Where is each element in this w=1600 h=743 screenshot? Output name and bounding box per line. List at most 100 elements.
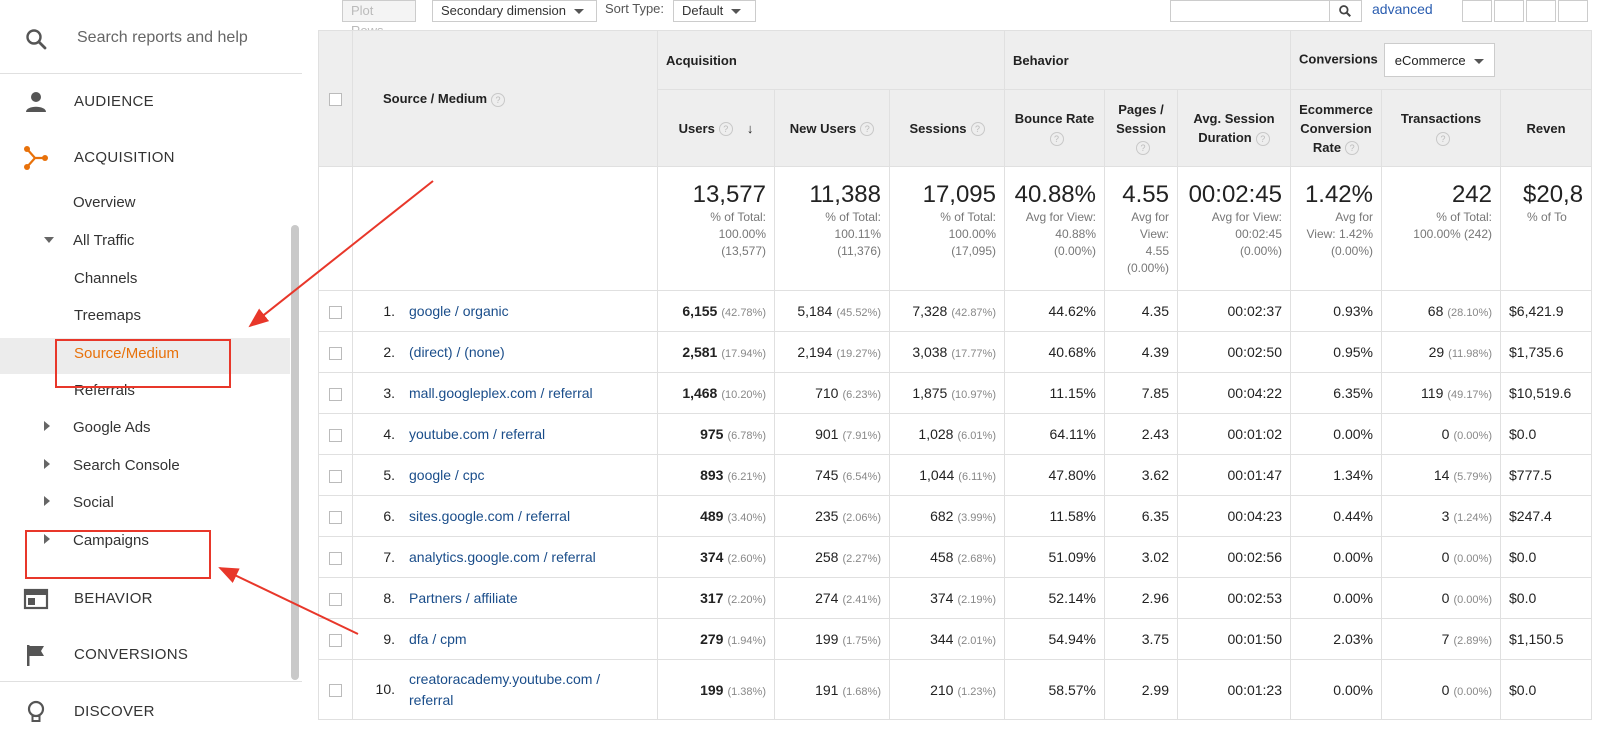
help-icon[interactable]: ? xyxy=(1049,131,1064,146)
source-medium-link[interactable]: analytics.google.com / referral xyxy=(409,549,596,565)
sort-desc-icon[interactable]: ↓ xyxy=(746,120,754,136)
help-icon[interactable]: ? xyxy=(970,122,985,137)
new-users-value: 258 xyxy=(815,549,839,565)
table-row[interactable]: 2. (direct) / (none) 2,581 (17.94%) 2,194 (19… xyxy=(318,331,1593,373)
help-icon[interactable]: ? xyxy=(718,122,733,137)
source-medium-link[interactable]: Partners / affiliate xyxy=(409,590,518,606)
annotation-box-campaigns xyxy=(25,530,211,579)
help-icon[interactable]: ? xyxy=(1136,141,1150,156)
source-medium-link[interactable]: youtube.com / referral xyxy=(409,426,546,442)
users-value: 1,468 xyxy=(682,385,718,401)
dimension-header[interactable]: Source / Medium? xyxy=(352,30,658,167)
sort-type-dropdown[interactable]: Default xyxy=(673,0,756,22)
nav-behavior[interactable]: BEHAVIOR xyxy=(0,570,302,626)
row-checkbox[interactable] xyxy=(329,592,342,606)
secondary-dimension-dropdown[interactable]: Secondary dimension xyxy=(432,0,597,22)
conversions-select[interactable]: eCommerce xyxy=(1383,43,1495,77)
source-medium-link[interactable]: google / cpc xyxy=(409,467,485,483)
row-checkbox[interactable] xyxy=(329,469,342,483)
table-view-icon[interactable] xyxy=(1462,0,1492,22)
total-caption: (0.00%) xyxy=(1239,244,1282,258)
help-icon[interactable]: ? xyxy=(860,122,875,137)
nav-google-ads[interactable]: Google Ads xyxy=(73,419,151,436)
col-sessions[interactable]: Sessions? xyxy=(889,89,1005,167)
sessions-pct: (42.87%) xyxy=(951,307,996,319)
row-checkbox[interactable] xyxy=(329,551,342,565)
source-medium-link[interactable]: mall.googleplex.com / referral xyxy=(409,385,593,401)
col-bounce-rate[interactable]: Bounce Rate? xyxy=(1004,89,1105,167)
col-new-users[interactable]: New Users? xyxy=(774,89,890,167)
nav-channels[interactable]: Channels xyxy=(74,270,138,287)
bar-view-icon[interactable] xyxy=(1526,0,1556,22)
nav-social[interactable]: Social xyxy=(73,494,114,511)
sessions-pct: (6.01%) xyxy=(957,430,996,442)
caret-right-icon[interactable] xyxy=(44,459,50,469)
nav-discover[interactable]: DISCOVER xyxy=(0,683,302,739)
advanced-link[interactable]: advanced xyxy=(1372,1,1433,17)
comparison-view-icon[interactable] xyxy=(1558,0,1588,22)
table-row[interactable]: 5. google / cpc 893 (6.21%) 745 (6.54%) 1,044(… xyxy=(318,454,1593,496)
nav-search-console[interactable]: Search Console xyxy=(73,457,180,474)
table-row[interactable]: 9. dfa / cpm 279 (1.94%) 199 (1.75%) 344 (2.01%… xyxy=(318,618,1593,660)
col-revenue[interactable]: Reven xyxy=(1499,89,1593,167)
total-caption: % of Total: xyxy=(825,210,881,224)
row-checkbox[interactable] xyxy=(329,428,342,442)
col-avg-session-duration-label: Avg. Session Duration xyxy=(1193,111,1275,145)
caret-right-icon[interactable] xyxy=(44,534,50,544)
table-row[interactable]: 10. creatoracademy.youtube.com / referral… xyxy=(318,659,1593,720)
source-medium-link[interactable]: creatoracademy.youtube.com / referral xyxy=(409,670,601,708)
nav-overview[interactable]: Overview xyxy=(73,194,136,211)
new-users-pct: (2.41%) xyxy=(842,594,881,606)
row-checkbox[interactable] xyxy=(329,305,342,319)
nav-conversions[interactable]: CONVERSIONS xyxy=(0,626,302,682)
col-users[interactable]: Users? ↓ xyxy=(657,89,775,167)
source-medium-link[interactable]: dfa / cpm xyxy=(409,631,467,647)
table-row[interactable]: 4. youtube.com / referral 975 (6.78%) 901 (7.… xyxy=(318,413,1593,455)
select-all-checkbox[interactable] xyxy=(329,93,342,107)
help-icon[interactable]: ? xyxy=(1345,141,1360,156)
caret-right-icon[interactable] xyxy=(44,496,50,506)
help-icon[interactable]: ? xyxy=(491,92,506,107)
nav-source-medium[interactable]: Source/Medium xyxy=(74,345,180,362)
col-transactions[interactable]: Transactions? xyxy=(1381,89,1501,167)
filter-search-button[interactable] xyxy=(1329,0,1362,22)
table-body: 1. google / organic 6,155 (42.78%) 5,184 (45.… xyxy=(318,290,1593,720)
row-checkbox[interactable] xyxy=(329,387,342,401)
sidebar-scrollbar[interactable] xyxy=(291,225,299,680)
caret-right-icon[interactable] xyxy=(44,421,50,431)
person-icon xyxy=(26,92,46,112)
row-checkbox[interactable] xyxy=(329,684,342,698)
row-index: 1. xyxy=(383,303,395,319)
help-icon[interactable]: ? xyxy=(1255,131,1270,146)
plot-rows-button[interactable]: Plot Rows xyxy=(342,0,416,38)
table-row[interactable]: 6. sites.google.com / referral 489 (3.40%) 2… xyxy=(318,495,1593,537)
col-pages-session[interactable]: Pages / Session? xyxy=(1104,89,1178,167)
pie-view-icon[interactable] xyxy=(1494,0,1524,22)
help-icon[interactable]: ? xyxy=(1436,131,1450,146)
nav-discover-label: DISCOVER xyxy=(74,703,155,720)
nav-audience[interactable]: AUDIENCE xyxy=(0,73,302,129)
source-medium-link[interactable]: sites.google.com / referral xyxy=(409,508,571,524)
table-row[interactable]: 7. analytics.google.com / referral 374 (2.6… xyxy=(318,536,1593,578)
search-bar[interactable]: Search reports and help xyxy=(0,0,302,74)
table-row[interactable]: 8. Partners / affiliate 317 (2.20%) 274 (2.41… xyxy=(318,577,1593,619)
nav-all-traffic[interactable]: All Traffic xyxy=(73,232,135,249)
active-row-highlight xyxy=(0,338,290,374)
source-medium-link[interactable]: google / organic xyxy=(409,303,509,319)
source-medium-link[interactable]: (direct) / (none) xyxy=(409,344,505,360)
revenue-cell: $1,735.6 xyxy=(1499,331,1593,373)
table-row[interactable]: 1. google / organic 6,155 (42.78%) 5,184 (45.… xyxy=(318,290,1593,332)
caret-down-icon[interactable] xyxy=(44,237,54,243)
row-checkbox[interactable] xyxy=(329,510,342,524)
behavior-icon xyxy=(23,588,49,610)
table-row[interactable]: 3. mall.googleplex.com / referral 1,468 (10… xyxy=(318,372,1593,414)
row-checkbox[interactable] xyxy=(329,346,342,360)
new-users-value: 199 xyxy=(815,631,839,647)
transactions-cell: 7 (2.89%) xyxy=(1381,618,1501,660)
nav-treemaps[interactable]: Treemaps xyxy=(74,307,141,324)
row-checkbox[interactable] xyxy=(329,633,342,647)
nav-acquisition[interactable]: ACQUISITION xyxy=(0,129,302,185)
sessions-pct: (2.01%) xyxy=(957,635,996,647)
nav-campaigns[interactable]: Campaigns xyxy=(73,532,149,549)
total-caption: % of Total: xyxy=(940,210,996,224)
